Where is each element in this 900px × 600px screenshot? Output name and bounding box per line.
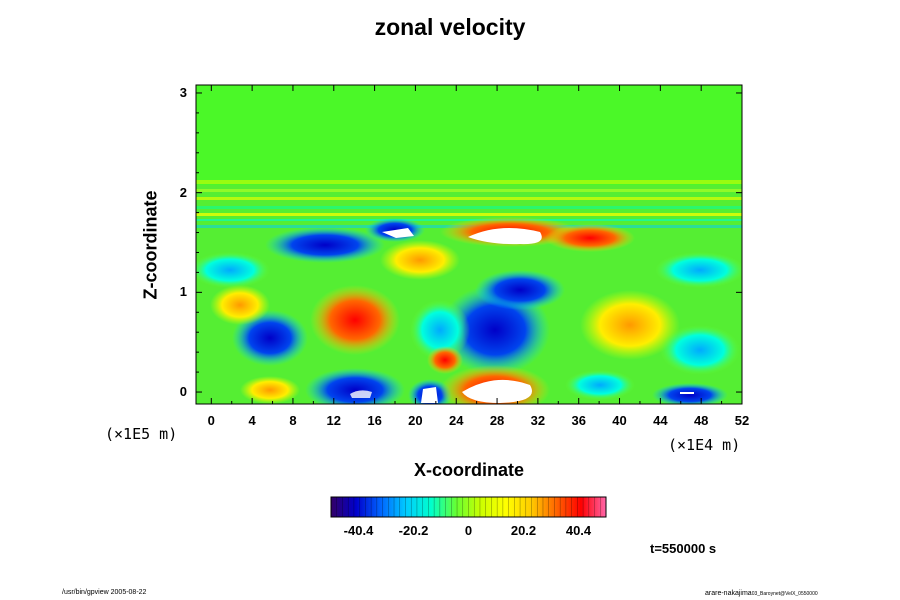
x-tick-label: 0 (207, 413, 215, 428)
x-tick-label: 4 (248, 413, 256, 428)
y-tick-label: 1 (179, 284, 187, 300)
x-tick-label: 28 (489, 413, 505, 428)
y-tick-marks (196, 92, 742, 393)
x-axis-label: X-coordinate (413, 460, 524, 480)
colorbar-tick-label: -20.2 (398, 523, 429, 538)
colorbar-tick-label: 0 (464, 523, 473, 538)
footer-right-sub: 03_Baroynet@VelX_0550000 (751, 591, 818, 597)
colorbar-tick-label: -40.4 (343, 523, 374, 538)
x-tick-label: 32 (530, 413, 546, 428)
x-tick-label: 8 (289, 413, 297, 428)
x-tick-marks (210, 85, 743, 404)
x-tick-label: 48 (693, 413, 709, 428)
y-tick-label: 2 (179, 184, 187, 200)
footer-right-main: arare-nakajima (705, 590, 752, 597)
x-tick-label: 36 (571, 413, 586, 428)
heatmap-field (196, 85, 742, 404)
y-axis-label: Z-coordinate (140, 190, 161, 300)
x-tick-label: 20 (408, 413, 423, 428)
x-tick-label: 44 (653, 413, 668, 428)
y-tick-label: 3 (179, 84, 187, 100)
colorbar-tick-label: 20.2 (510, 523, 537, 538)
colorbar-tick-label: 40.4 (565, 523, 592, 538)
y-axis-unit: (×1E5 m) (105, 425, 178, 443)
x-tick-label: 12 (326, 413, 341, 428)
x-tick-label: 52 (734, 413, 750, 428)
x-tick-label: 16 (367, 413, 382, 428)
colorbar-tick-marks (336, 497, 601, 517)
y-tick-label: 0 (179, 384, 187, 400)
footer-left: /usr/bin/gpview 2005-08-22 (62, 589, 147, 596)
time-annotation: t=550000 s (650, 541, 717, 556)
x-axis-unit: (×1E4 m) (668, 436, 741, 454)
plot-frame (195, 84, 743, 405)
footer-right: arare-nakajima03_Baroynet@VelX_0550000 (705, 590, 818, 597)
x-tick-label: 40 (612, 413, 627, 428)
chart-title: zonal velocity (374, 14, 526, 40)
x-tick-label: 24 (449, 413, 464, 428)
